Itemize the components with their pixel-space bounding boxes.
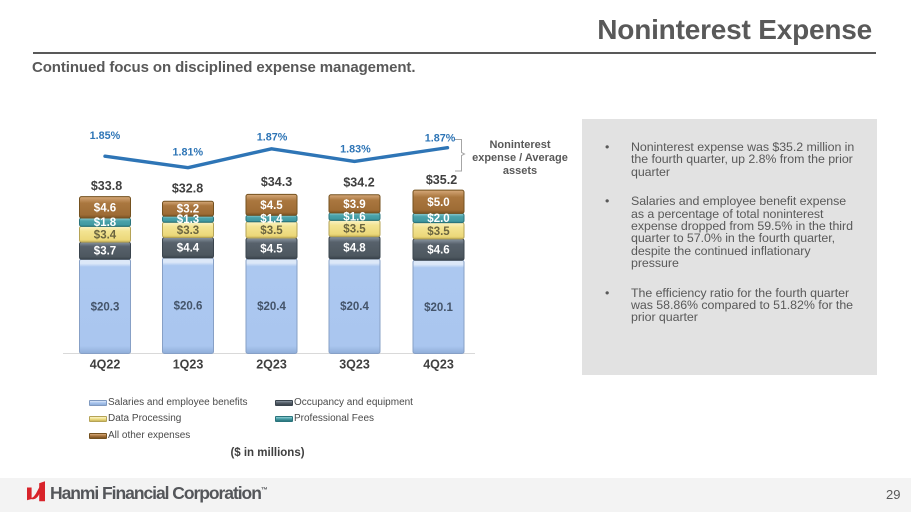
svg-text:$1.6: $1.6	[343, 212, 365, 224]
svg-text:$3.9: $3.9	[343, 199, 365, 211]
svg-text:$4.5: $4.5	[260, 243, 283, 255]
svg-text:$4.6: $4.6	[427, 245, 449, 257]
svg-text:1.87%: 1.87%	[257, 131, 288, 143]
svg-text:$3.5: $3.5	[260, 225, 283, 237]
svg-text:$35.2: $35.2	[426, 173, 457, 187]
svg-text:$3.3: $3.3	[177, 225, 199, 237]
svg-text:$20.1: $20.1	[424, 302, 453, 314]
svg-text:3Q23: 3Q23	[339, 358, 370, 372]
svg-text:$4.6: $4.6	[94, 202, 116, 214]
svg-text:$33.8: $33.8	[91, 179, 122, 193]
svg-text:$4.4: $4.4	[177, 243, 200, 255]
svg-text:$34.2: $34.2	[343, 175, 374, 189]
svg-text:4Q22: 4Q22	[90, 358, 121, 372]
svg-text:4Q23: 4Q23	[423, 358, 454, 372]
svg-text:2Q23: 2Q23	[256, 358, 287, 372]
svg-text:$3.5: $3.5	[343, 224, 366, 236]
svg-text:$3.2: $3.2	[177, 204, 199, 216]
svg-text:1.81%: 1.81%	[172, 147, 203, 159]
svg-text:$20.4: $20.4	[340, 301, 369, 313]
svg-text:1Q23: 1Q23	[173, 358, 204, 372]
svg-text:$4.5: $4.5	[260, 200, 283, 212]
svg-text:$5.0: $5.0	[427, 197, 449, 209]
svg-text:$4.8: $4.8	[343, 243, 366, 255]
svg-text:$3.7: $3.7	[94, 246, 116, 258]
svg-text:$3.5: $3.5	[427, 226, 450, 238]
svg-text:$34.3: $34.3	[261, 175, 292, 189]
svg-text:$20.4: $20.4	[257, 301, 286, 313]
svg-text:1.87%: 1.87%	[425, 132, 456, 144]
svg-text:$3.4: $3.4	[94, 229, 117, 241]
svg-text:$1.4: $1.4	[260, 214, 283, 226]
svg-text:$1.3: $1.3	[177, 214, 199, 226]
svg-text:$2.0: $2.0	[427, 213, 449, 225]
svg-text:$32.8: $32.8	[172, 182, 203, 196]
svg-text:$1.8: $1.8	[94, 217, 117, 229]
svg-text:1.85%: 1.85%	[90, 130, 121, 142]
svg-text:1.83%: 1.83%	[340, 144, 371, 156]
svg-text:$20.6: $20.6	[174, 301, 203, 313]
svg-text:$20.3: $20.3	[91, 301, 120, 313]
